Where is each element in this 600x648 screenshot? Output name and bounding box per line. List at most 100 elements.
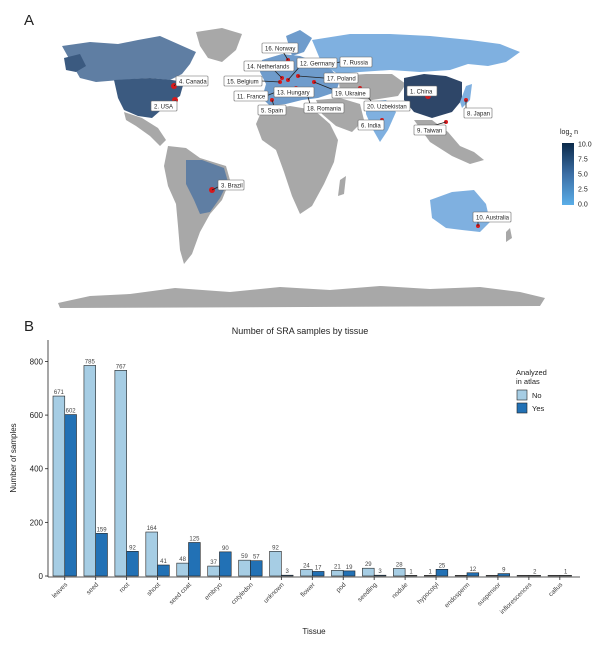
bar-no-seed <box>83 365 96 577</box>
legend-swatch-yes <box>516 402 528 414</box>
bar-yes-hypocotyl <box>435 568 449 577</box>
bar-no-shoot <box>145 531 158 577</box>
legend-swatch-no <box>516 389 528 401</box>
y-tick-label: 600 <box>30 411 44 420</box>
bar-no-endosperm <box>454 575 468 577</box>
svg-text:13. Hungary: 13. Hungary <box>277 91 310 97</box>
y-tick-label: 400 <box>30 465 44 474</box>
label-australia: 10. Australia <box>472 211 512 223</box>
svg-text:14. Netherlands: 14. Netherlands <box>247 65 289 71</box>
bar-value-label: 9 <box>502 568 506 574</box>
label-china: 1. China <box>406 85 438 97</box>
country-label-boxes: 1. China 2. USA 3. Brazil 4. Canada 5. S… <box>150 42 512 223</box>
bar-value-label: 57 <box>253 555 260 561</box>
bar-yes-inflorescences <box>528 575 541 577</box>
label-romania: 18. Romania <box>303 102 345 114</box>
bar-value-label: 159 <box>97 527 108 533</box>
x-tick-label: pod <box>335 581 348 594</box>
alaska-shape <box>64 54 86 72</box>
bar-no-inflorescences <box>516 575 530 577</box>
label-norway: 16. Norway <box>261 42 299 54</box>
x-tick-label: suspensor <box>476 581 503 608</box>
label-brazil: 3. Brazil <box>217 179 245 191</box>
legend-tick: 10.0 <box>578 142 592 149</box>
label-netherlands: 14. Netherlands <box>243 60 295 72</box>
bar-no-seed-coat <box>176 562 189 577</box>
y-axis-label: Number of samples <box>9 423 18 492</box>
bar-yes-embryo <box>219 551 232 577</box>
x-tick-label: root <box>118 581 131 594</box>
africa-shape <box>256 106 338 214</box>
bar-no-pod <box>331 570 344 577</box>
svg-text:15. Belgium: 15. Belgium <box>227 80 259 86</box>
bar-value-label: 24 <box>303 564 310 570</box>
legend-tick: 7.5 <box>578 157 588 164</box>
bar-value-label: 1 <box>429 569 433 575</box>
bar-no-unknown <box>269 551 282 577</box>
bar-value-label: 602 <box>66 409 77 415</box>
bar-value-label: 25 <box>439 563 446 569</box>
svg-text:1. China: 1. China <box>410 90 433 96</box>
label-russia: 7. Russia <box>339 56 373 68</box>
bar-value-label: 41 <box>160 559 167 565</box>
legend-colorbar <box>562 143 574 205</box>
label-usa: 2. USA <box>150 100 178 112</box>
svg-text:6. India: 6. India <box>361 124 381 130</box>
label-france: 11. France <box>233 90 269 102</box>
svg-text:20. Uzbekistan: 20. Uzbekistan <box>367 105 407 111</box>
svg-text:5. Spain: 5. Spain <box>261 109 283 115</box>
label-poland: 17. Poland <box>323 72 359 84</box>
legend-title-line1: Analyzed <box>516 368 547 377</box>
label-ukraine: 19. Ukraine <box>331 87 371 99</box>
panel-b-letter: B <box>24 318 35 335</box>
svg-text:7. Russia: 7. Russia <box>343 61 369 67</box>
svg-text:11. France: 11. France <box>237 95 266 101</box>
x-tick-label: callus <box>548 581 565 598</box>
svg-text:12. Germany: 12. Germany <box>300 62 335 68</box>
bar-no-leaves <box>52 395 66 577</box>
world-map: 1. China 2. USA 3. Brazil 4. Canada 5. S… <box>58 28 592 308</box>
japan-shape <box>460 84 472 108</box>
canada-shape <box>62 36 196 82</box>
bar-value-label: 1 <box>409 569 413 575</box>
bar-value-label: 2 <box>533 569 537 575</box>
x-tick-label: leaves <box>51 581 70 600</box>
legend-label-no: No <box>532 391 542 400</box>
mexico-shape <box>124 112 166 146</box>
bar-yes-root <box>126 551 139 577</box>
antarctica-shape <box>58 286 545 308</box>
bar-value-label: 28 <box>396 562 403 568</box>
x-tick-label: flower <box>299 581 317 599</box>
label-spain: 5. Spain <box>257 104 287 116</box>
bar-value-label: 767 <box>116 364 127 370</box>
bar-yes-cotyledon <box>250 560 263 577</box>
bar-yes-seed-coat <box>188 542 201 577</box>
bar-value-label: 48 <box>179 557 186 563</box>
usa-shape <box>114 78 184 118</box>
legend-tick: 2.5 <box>578 187 588 194</box>
x-tick-label: nodule <box>391 581 410 600</box>
bar-no-hypocotyl <box>423 575 437 577</box>
brazil-shape <box>186 160 228 214</box>
x-tick-label: seedling <box>357 581 379 603</box>
svg-text:19. Ukraine: 19. Ukraine <box>335 92 366 98</box>
bar-value-label: 164 <box>147 526 158 532</box>
x-tick-label: shoot <box>146 581 162 597</box>
x-tick-label: cotyledon <box>230 581 255 606</box>
bar-yes-seedling <box>373 574 387 577</box>
svg-text:18. Romania: 18. Romania <box>307 107 342 113</box>
bar-yes-seed <box>95 533 108 577</box>
label-hungary: 13. Hungary <box>273 86 315 98</box>
y-tick-label: 800 <box>30 357 44 366</box>
bar-no-seedling <box>362 567 375 577</box>
bar-value-label: 3 <box>378 569 382 575</box>
label-germany: 12. Germany <box>296 57 338 69</box>
bar-yes-endosperm <box>466 572 480 577</box>
svg-text:8. Japan: 8. Japan <box>467 112 490 118</box>
bar-no-cotyledon <box>238 559 251 577</box>
svg-text:9. Taiwan: 9. Taiwan <box>417 129 442 135</box>
bar-value-label: 21 <box>334 564 341 570</box>
svg-text:16. Norway: 16. Norway <box>265 47 295 53</box>
x-tick-label: seed <box>85 581 100 596</box>
bar-value-label: 3 <box>286 569 290 575</box>
